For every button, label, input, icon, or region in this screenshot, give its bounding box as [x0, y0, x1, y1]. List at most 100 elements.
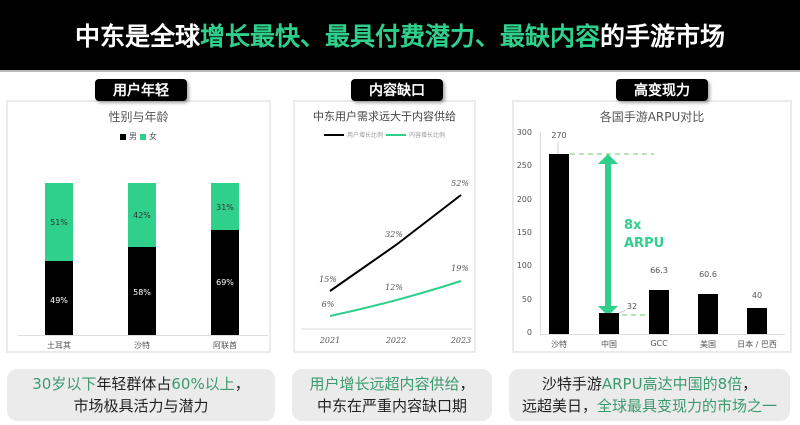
label-content-2021: 6% [321, 300, 335, 309]
value-gcc: 66.3 [650, 266, 668, 275]
double-arrow-icon [598, 154, 618, 316]
y-tick-100: 100 [516, 261, 532, 270]
bar-turkey-female [45, 183, 73, 261]
y-axis [540, 132, 541, 335]
chart-title: 各国手游ARPU对比 [599, 110, 705, 124]
bar-usa [698, 294, 718, 334]
x-label-turkey: 土耳其 [47, 341, 71, 350]
summary-line-1: 沙特手游ARPU高达中国的8倍， [542, 373, 757, 395]
label-user-2022: 32% [385, 230, 403, 239]
summary-text: 沙特手游 [541, 375, 602, 393]
page-header: 中东是全球增长最快、最具付费潜力、最缺内容的手游市场 [0, 0, 800, 72]
chart-arpu-comparison: 各国手游ARPU对比 300 250 200 150 100 50 0 8x A… [512, 100, 792, 353]
legend-female-label: 女 [149, 132, 157, 141]
y-tick-200: 200 [516, 195, 532, 204]
chart-title: 性别与年龄 [108, 110, 169, 124]
x-axis [540, 334, 785, 335]
x-label-2022: 2022 [385, 336, 407, 345]
label-saudi-female: 42% [133, 211, 151, 220]
bar-japan-brazil [747, 308, 767, 334]
legend-male-label: 男 [129, 132, 137, 141]
x-label-2021: 2021 [319, 336, 341, 345]
value-china: 32 [626, 302, 638, 311]
annotation-multiplier: 8x [624, 218, 642, 233]
label-user-2023: 52% [451, 179, 469, 188]
legend-female-swatch [140, 133, 146, 140]
label-user-2021: 15% [319, 275, 337, 284]
summary-highlight: ARPU高达中国的8倍 [601, 375, 743, 393]
title-part-accent: 增长最快、最具付费潜力、最缺内容 [199, 22, 600, 51]
x-label-gcc: GCC [650, 339, 668, 348]
panel-tag-monetization: 高变现力 [616, 79, 708, 101]
legend-male-swatch [120, 133, 126, 140]
summary-line-1: 用户增长远超内容供给， [309, 373, 474, 395]
bar-uae-female [211, 183, 239, 230]
title-part-1: 中东是全球 [74, 22, 200, 51]
summary-text: 远超美日， [521, 397, 597, 415]
arpu-multiplier-annotation: 8x ARPU [624, 217, 664, 253]
annotation-arpu: ARPU [624, 236, 665, 251]
bar-gcc [649, 290, 669, 334]
x-label-japan-brazil: 日本 / 巴西 [737, 340, 777, 349]
line-plot [301, 194, 472, 330]
summary-highlight: 30岁以下 [32, 375, 97, 393]
y-tick-50: 50 [521, 295, 532, 304]
chart-gender-age: 性别与年龄 男 女 51% 49% 42% 58% 31% 69% 土耳其 沙特… [6, 100, 271, 353]
x-label-2023: 2023 [450, 336, 472, 345]
bar-saudi [549, 154, 569, 334]
label-content-2022: 12% [385, 283, 403, 292]
content-growth-line [329, 280, 462, 317]
chart-legend: 男 女 [8, 131, 269, 142]
legend-content-growth-label: 内容增长比例 [409, 132, 446, 139]
summary-monetization: 沙特手游ARPU高达中国的8倍， 远超美日，全球最具变现力的市场之一 [509, 369, 790, 421]
summary-punct: ， [742, 375, 758, 393]
panel-tag-young-users: 用户年轻 [95, 79, 187, 101]
x-label-china: 中国 [601, 340, 617, 349]
summary-highlight: 用户增长远超内容供给 [309, 375, 460, 393]
summary-line-1: 30岁以下年轻群体占60%以上， [32, 373, 249, 395]
chart-title: 中东用户需求远大于内容供给 [313, 110, 456, 123]
bar-saudi-female [128, 183, 156, 247]
value-japan-brazil: 40 [751, 291, 763, 300]
y-tick-150: 150 [516, 228, 532, 237]
label-turkey-female: 51% [50, 218, 68, 227]
summary-young-users: 30岁以下年轻群体占60%以上， 市场极具活力与潜力 [7, 369, 275, 421]
summary-line-2: 市场极具活力与潜力 [73, 397, 209, 415]
x-label-usa: 美国 [700, 340, 716, 349]
legend-user-growth-label: 用户增长比例 [346, 132, 383, 139]
label-saudi-male: 58% [133, 288, 151, 297]
legend-content-growth-line [386, 133, 406, 136]
x-axis [18, 335, 268, 336]
y-tick-300: 300 [516, 128, 532, 137]
summary-text: 年轻群体占 [96, 375, 172, 393]
panel-tag-content-gap: 内容缺口 [351, 79, 443, 101]
summary-punct: ， [459, 375, 475, 393]
page-title: 中东是全球增长最快、最具付费潜力、最缺内容的手游市场 [75, 17, 725, 53]
x-label-uae: 阿联酋 [213, 341, 237, 350]
summary-highlight: 全球最具变现力的市场之一 [597, 397, 778, 415]
title-part-3: 的手游市场 [600, 22, 726, 51]
chart-demand-vs-supply: 中东用户需求远大于内容供给 用户增长比例 内容增长比例 15% 32% 52% … [293, 100, 476, 353]
summary-content-gap: 用户增长远超内容供给， 中东在严重内容缺口期 [292, 369, 492, 421]
x-label-saudi: 沙特 [551, 340, 567, 349]
bar-uae-male [211, 230, 239, 335]
y-tick-0: 0 [526, 328, 532, 337]
y-tick-250: 250 [516, 161, 532, 170]
user-growth-line [329, 194, 462, 292]
value-usa: 60.6 [699, 270, 717, 279]
chart-legend: 用户增长比例 内容增长比例 [295, 130, 474, 139]
x-label-saudi: 沙特 [134, 341, 150, 350]
summary-line-2: 中东在严重内容缺口期 [316, 397, 467, 415]
bar-china [599, 313, 619, 334]
bar-saudi-male [128, 247, 156, 335]
label-content-2023: 19% [451, 264, 469, 273]
label-uae-male: 69% [216, 278, 234, 287]
summary-line-2: 远超美日，全球最具变现力的市场之一 [522, 395, 777, 417]
label-turkey-male: 49% [50, 296, 68, 305]
label-uae-female: 31% [216, 203, 234, 212]
legend-user-growth-line [323, 133, 344, 136]
summary-punct: ， [234, 375, 250, 393]
value-saudi: 270 [551, 131, 567, 140]
bar-turkey-male [45, 261, 73, 335]
summary-highlight: 60%以上 [171, 375, 235, 393]
